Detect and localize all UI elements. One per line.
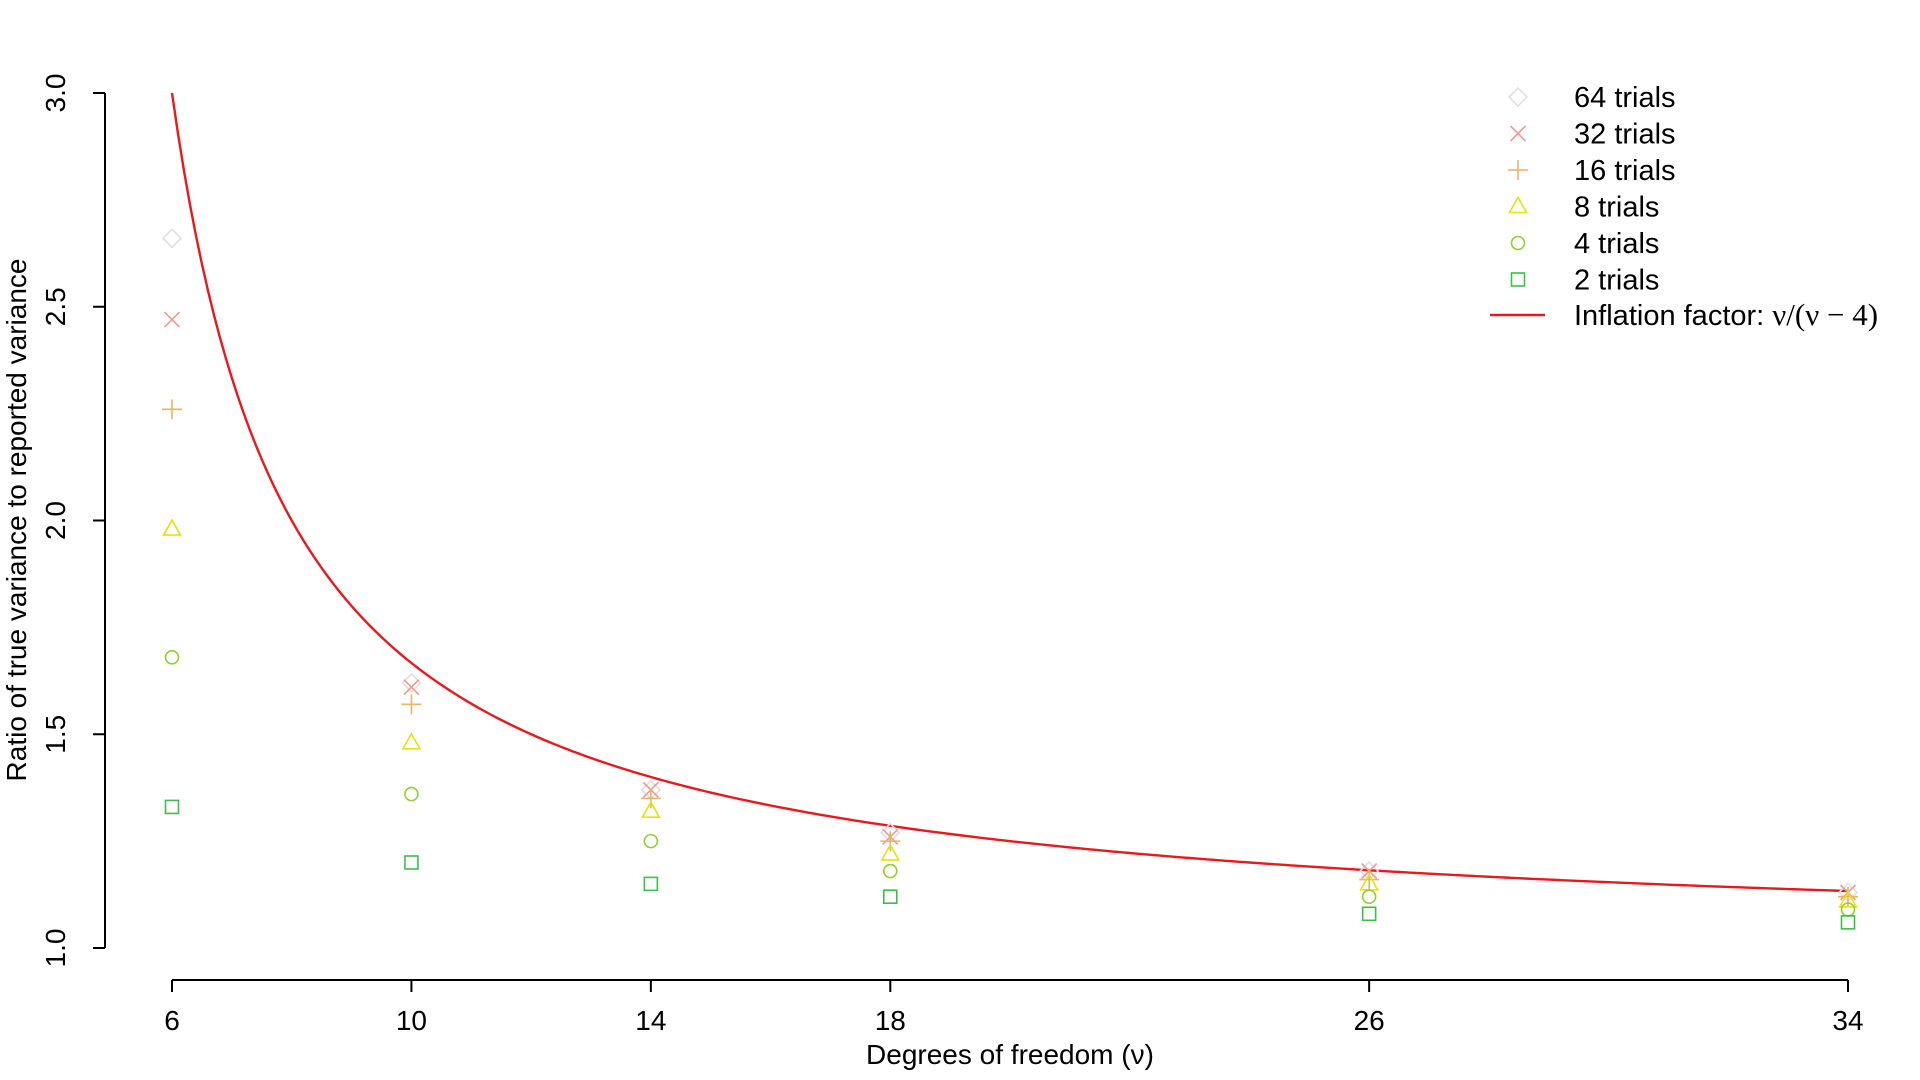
x-tick-label: 14	[635, 1005, 666, 1036]
inflation-factor-curve	[170, 92, 1849, 893]
x-tick-label: 10	[396, 1005, 427, 1036]
legend-item: 32 trials	[1509, 119, 1676, 151]
x-tick-label: 34	[1832, 1005, 1863, 1036]
legend-marker	[1510, 272, 1526, 287]
legend-label: 64 trials	[1574, 82, 1676, 114]
data-point	[1361, 906, 1377, 922]
legend-item: 64 trials	[1507, 82, 1676, 114]
legend-item: 2 trials	[1510, 265, 1659, 297]
legend-marker	[1510, 235, 1526, 251]
y-ticks: 1.0 1.5 2.0 2.5 3.0	[40, 74, 105, 968]
data-point	[640, 800, 661, 819]
data-point	[401, 694, 422, 715]
legend-item-curve: Inflation factor: ν/(ν − 4)	[1490, 297, 1878, 332]
data-point	[640, 788, 661, 809]
legend-label: 2 trials	[1574, 265, 1659, 297]
y-tick-label: 2.0	[40, 501, 71, 540]
data-point	[401, 672, 422, 694]
data-markers	[161, 228, 1859, 930]
data-point	[162, 399, 182, 420]
data-point	[403, 679, 420, 696]
legend-item: 16 trials	[1508, 155, 1676, 187]
data-point	[162, 518, 182, 536]
data-point	[164, 649, 180, 665]
y-tick-label: 1.0	[40, 929, 71, 968]
data-point	[164, 799, 180, 815]
data-point	[880, 831, 901, 852]
legend: 64 trials 32 trials 16 trials 8 trials 4 tri…	[1490, 82, 1878, 332]
x-tick-label: 18	[875, 1005, 906, 1036]
x-tick-label: 6	[164, 1005, 180, 1036]
legend-label: 4 trials	[1574, 228, 1659, 260]
legend-label: 8 trials	[1574, 192, 1659, 224]
legend-curve-formula: ν/(ν − 4)	[1772, 297, 1878, 332]
y-tick-label: 2.5	[40, 287, 71, 326]
data-point	[643, 833, 659, 849]
legend-curve-name: Inflation factor:	[1574, 300, 1772, 332]
legend-item: 8 trials	[1508, 192, 1659, 224]
series-square	[164, 799, 1856, 930]
data-point	[404, 855, 419, 870]
axes	[104, 93, 1848, 981]
legend-items: 64 trials 32 trials 16 trials 8 trials 4 tri…	[1507, 82, 1676, 297]
series-circle	[164, 649, 1856, 917]
legend-curve-label: Inflation factor: ν/(ν − 4)	[1574, 297, 1878, 332]
data-point	[1361, 889, 1377, 905]
series-plus	[162, 399, 1858, 907]
legend-label: 16 trials	[1574, 155, 1676, 187]
data-point	[1359, 869, 1380, 890]
y-axis-title: Ratio of true variance to reported varia…	[1, 259, 32, 782]
data-point	[882, 889, 898, 905]
data-point	[163, 311, 181, 328]
data-point	[1840, 915, 1856, 930]
legend-marker	[1507, 86, 1529, 108]
legend-item: 4 trials	[1510, 228, 1659, 260]
series-cross	[163, 311, 1857, 901]
data-point	[161, 228, 183, 249]
series-triangle	[162, 518, 1858, 908]
x-ticks: 6 10 14 18 26 34	[164, 980, 1864, 1036]
data-point	[643, 876, 659, 892]
x-tick-label: 26	[1354, 1005, 1385, 1036]
x-axis-title: Degrees of freedom (ν)	[866, 1039, 1154, 1070]
y-tick-label: 3.0	[40, 74, 71, 113]
y-tick-label: 1.5	[40, 715, 71, 754]
legend-marker	[1508, 160, 1528, 180]
data-point	[404, 786, 419, 802]
legend-label: 32 trials	[1574, 119, 1676, 151]
data-point	[882, 863, 898, 879]
data-point	[401, 732, 422, 750]
data-point	[1838, 890, 1858, 908]
legend-marker	[1509, 125, 1527, 142]
data-point	[880, 843, 901, 861]
legend-marker	[1508, 195, 1528, 214]
